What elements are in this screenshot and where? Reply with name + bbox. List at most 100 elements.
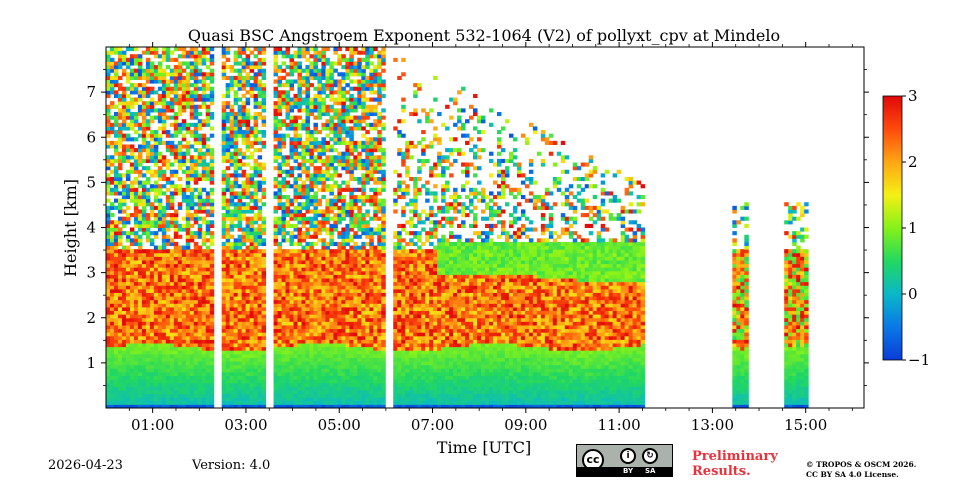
heatmap-cell	[133, 72, 139, 77]
heatmap-cell	[205, 111, 211, 117]
heatmap-cell	[181, 339, 187, 344]
heatmap-cell	[121, 252, 127, 257]
heatmap-cell	[141, 353, 147, 358]
heatmap-cell	[185, 357, 191, 362]
heatmap-cell	[153, 158, 159, 164]
heatmap-cell	[353, 274, 358, 279]
heatmap-cell	[309, 335, 314, 340]
heatmap-cell	[349, 361, 354, 366]
heatmap-cell	[189, 115, 195, 120]
heatmap-cell	[121, 379, 127, 384]
heatmap-cell	[106, 104, 111, 109]
heatmap-cell	[173, 259, 179, 265]
heatmap-cell	[177, 83, 183, 88]
heatmap-cell	[305, 321, 310, 326]
heatmap-cell	[177, 270, 183, 275]
heatmap-cell	[357, 350, 362, 355]
heatmap-cell	[137, 61, 143, 66]
heatmap-cell	[133, 400, 139, 405]
heatmap-cell	[325, 249, 330, 254]
heatmap-cell	[305, 148, 310, 153]
heatmap-cell	[113, 339, 119, 344]
heatmap-cell	[233, 397, 239, 402]
heatmap-cell	[113, 274, 119, 279]
heatmap-cell	[305, 79, 310, 84]
heatmap-cell	[221, 404, 227, 408]
heatmap-cell	[153, 335, 159, 340]
heatmap-cell	[201, 54, 207, 59]
heatmap-cell	[349, 162, 354, 167]
heatmap-cell	[281, 176, 287, 182]
heatmap-cell	[229, 133, 235, 138]
heatmap-cell	[157, 299, 163, 304]
heatmap-cell	[309, 68, 314, 73]
heatmap-cell	[301, 187, 306, 192]
heatmap-cell	[125, 281, 131, 286]
heatmap-cell	[225, 65, 231, 70]
heatmap-cell	[309, 198, 314, 203]
heatmap-cell	[249, 144, 255, 149]
heatmap-cell	[106, 223, 111, 228]
heatmap-cell	[253, 353, 259, 358]
heatmap-cell	[106, 339, 111, 344]
heatmap-cell	[137, 108, 143, 113]
heatmap-cell	[233, 375, 239, 380]
heatmap-cell	[329, 115, 334, 120]
heatmap-cell	[117, 101, 123, 106]
heatmap-cell	[301, 346, 306, 351]
heatmap-cell	[297, 202, 302, 207]
heatmap-cell	[165, 400, 171, 405]
heatmap-cell	[121, 400, 127, 405]
heatmap-cell	[209, 339, 215, 344]
heatmap-cell	[237, 368, 243, 373]
heatmap-cell	[273, 375, 279, 380]
heatmap-cell	[285, 343, 291, 348]
heatmap-cell	[353, 397, 358, 402]
heatmap-cell	[353, 108, 358, 113]
heatmap-cell	[333, 130, 338, 135]
heatmap-cell	[197, 234, 203, 239]
heatmap-cell	[333, 404, 338, 408]
heatmap-cell	[189, 404, 195, 408]
heatmap-cell	[225, 267, 231, 272]
heatmap-cell	[241, 47, 247, 52]
heatmap-cell	[281, 234, 287, 239]
heatmap-cell	[293, 285, 298, 290]
heatmap-cell	[221, 389, 227, 395]
heatmap-cell	[285, 321, 291, 326]
heatmap-cell	[341, 310, 346, 315]
heatmap-cell	[157, 288, 163, 293]
heatmap-cell	[305, 137, 310, 142]
heatmap-cell	[329, 274, 334, 279]
heatmap-cell	[137, 72, 143, 77]
heatmap-cell	[237, 245, 243, 250]
heatmap-cell	[349, 166, 354, 171]
heatmap-cell	[113, 382, 119, 387]
heatmap-cell	[106, 296, 111, 301]
heatmap-cell	[173, 216, 179, 221]
heatmap-cell	[113, 166, 119, 171]
heatmap-cell	[117, 57, 123, 62]
heatmap-cell	[181, 375, 187, 380]
heatmap-cell	[301, 371, 306, 377]
heatmap-cell	[153, 151, 159, 156]
heatmap-cell	[125, 256, 131, 261]
heatmap-cell	[133, 75, 139, 80]
heatmap-cell	[165, 79, 171, 84]
heatmap-cell	[329, 130, 334, 135]
heatmap-cell	[337, 357, 342, 362]
heatmap-cell	[313, 371, 318, 377]
heatmap-cell	[129, 213, 135, 218]
heatmap-cell	[189, 205, 195, 210]
heatmap-cell	[137, 306, 143, 312]
heatmap-cell	[353, 195, 358, 200]
heatmap-cell	[177, 400, 183, 405]
heatmap-cell	[261, 397, 267, 402]
heatmap-cell	[109, 306, 115, 312]
heatmap-cell	[229, 353, 235, 358]
heatmap-cell	[229, 68, 235, 73]
heatmap-cell	[173, 343, 179, 348]
heatmap-cell	[221, 314, 227, 319]
heatmap-cell	[209, 256, 215, 261]
heatmap-cell	[309, 241, 314, 247]
